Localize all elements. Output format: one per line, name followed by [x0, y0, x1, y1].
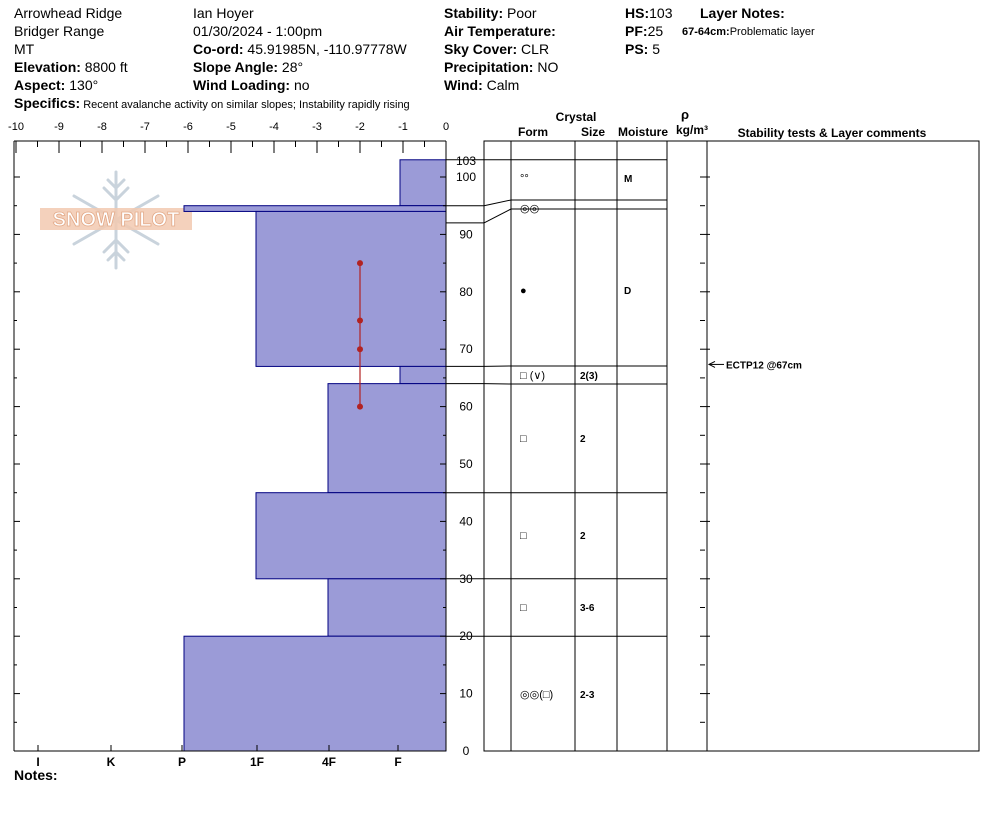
range-name: Bridger Range: [14, 23, 105, 39]
hardness-layer-0: [399, 159, 447, 207]
height-label: 10: [459, 687, 473, 701]
hardness-layer-6: [327, 578, 447, 637]
crystal-form: °°: [520, 173, 529, 185]
size-header: Size: [581, 125, 605, 139]
comments-header: Stability tests & Layer comments: [738, 126, 927, 140]
temp-point: [357, 260, 363, 267]
datetime: 01/30/2024 - 1:00pm: [193, 23, 323, 39]
crystal-form: □: [520, 433, 527, 445]
wind: Wind: Calm: [444, 77, 520, 93]
crystal-form: □: [520, 530, 527, 542]
temp-tick-label: -8: [97, 121, 107, 133]
height-label: 40: [459, 514, 473, 528]
temp-tick-label: -7: [140, 121, 150, 133]
air-temperature: Air Temperature:: [444, 23, 556, 39]
crystal-form: ●: [520, 285, 527, 297]
slope-angle: Slope Angle: 28°: [193, 59, 304, 75]
aspect: Aspect: 130°: [14, 77, 99, 93]
temp-point: [357, 403, 363, 410]
height-label: 0: [463, 744, 470, 758]
height-label: 60: [459, 400, 473, 414]
moisture-value: M: [624, 174, 632, 185]
temp-tick-label: 0: [443, 121, 449, 133]
state-name: MT: [14, 41, 35, 57]
moisture-value: D: [624, 286, 631, 297]
location-name: Arrowhead Ridge: [14, 5, 123, 21]
stability-test-label: ECTP12 @67cm: [726, 360, 802, 371]
temp-tick-label: -5: [226, 121, 236, 133]
hardness-label-K: K: [107, 755, 116, 769]
hardness-label-I: I: [36, 755, 39, 769]
height-top-label: 103: [456, 154, 476, 168]
hardness-layer-4: [327, 383, 447, 494]
hardness-layer-5: [255, 492, 447, 580]
sky-cover: Sky Cover: CLR: [444, 41, 550, 57]
total-height: HS:103: [625, 5, 673, 21]
temp-point: [357, 317, 363, 324]
crystal-size: 3-6: [580, 603, 595, 614]
notes-label: Notes:: [14, 767, 58, 783]
temp-tick-label: -4: [269, 121, 279, 133]
hardness-label-F: F: [394, 755, 401, 769]
height-label: 80: [459, 285, 473, 299]
hardness-layer-3: [399, 365, 447, 385]
foot-penetration: PF:25: [625, 23, 664, 39]
temp-tick-label: -9: [54, 121, 64, 133]
hardness-label-1F: 1F: [250, 755, 264, 769]
svg-text:SNOW PILOT: SNOW PILOT: [53, 209, 180, 231]
temp-tick-label: -3: [312, 121, 322, 133]
crystal-size: 2: [580, 434, 586, 445]
stability-test-arrowhead: [707, 360, 716, 368]
hardness-label-4F: 4F: [322, 755, 336, 769]
form-header: Form: [518, 125, 548, 139]
coordinates: Co-ord: 45.91985N, -110.97778W: [193, 41, 407, 57]
density-header: kg/m³: [676, 123, 708, 137]
elevation: Elevation: 8800 ft: [14, 59, 128, 75]
temp-tick-label: -6: [183, 121, 193, 133]
precipitation: Precipitation: NO: [444, 59, 559, 75]
temp-tick-label: -10: [8, 121, 24, 133]
crystal-form: □: [520, 602, 527, 614]
temp-tick-label: -1: [398, 121, 408, 133]
height-label: 70: [459, 342, 473, 356]
temp-point: [357, 346, 363, 353]
crystal-form: ◎◎: [520, 203, 539, 215]
crystal-header: Crystal: [556, 110, 597, 124]
hardness-layer-7: [183, 635, 447, 752]
crystal-size: 2-3: [580, 690, 595, 701]
rho-header: ρ: [681, 107, 689, 122]
stability: Stability: Poor: [444, 5, 537, 21]
wind-loading: Wind Loading: no: [193, 77, 310, 93]
height-label: 100: [456, 170, 476, 184]
snowpilot-logo: SNOW PILOT: [40, 170, 192, 270]
crystal-form: ◎◎(□): [520, 689, 553, 701]
moisture-header: Moisture: [618, 125, 668, 139]
ski-penetration: PS: 5: [625, 41, 661, 57]
hardness-layer-1: [183, 205, 447, 212]
crystal-size: 2(3): [580, 371, 598, 382]
crystal-size: 2: [580, 531, 586, 542]
layer-notes-label: Layer Notes:: [700, 5, 785, 21]
layer-table-frame: [483, 140, 980, 752]
crystal-form: □ (∨): [520, 370, 545, 382]
hardness-layer-2: [255, 210, 447, 367]
temp-tick-label: -2: [355, 121, 365, 133]
hardness-label-P: P: [178, 755, 186, 769]
height-label: 50: [459, 457, 473, 471]
observer: Ian Hoyer: [193, 5, 254, 21]
layer-note: 67-64cm:Problematic layer: [682, 26, 815, 38]
layer-connector-slant: [483, 208, 512, 224]
height-label: 90: [459, 227, 473, 241]
specifics: Specifics: Recent avalanche activity on …: [14, 95, 410, 111]
layer-connector-slant: [483, 199, 512, 207]
